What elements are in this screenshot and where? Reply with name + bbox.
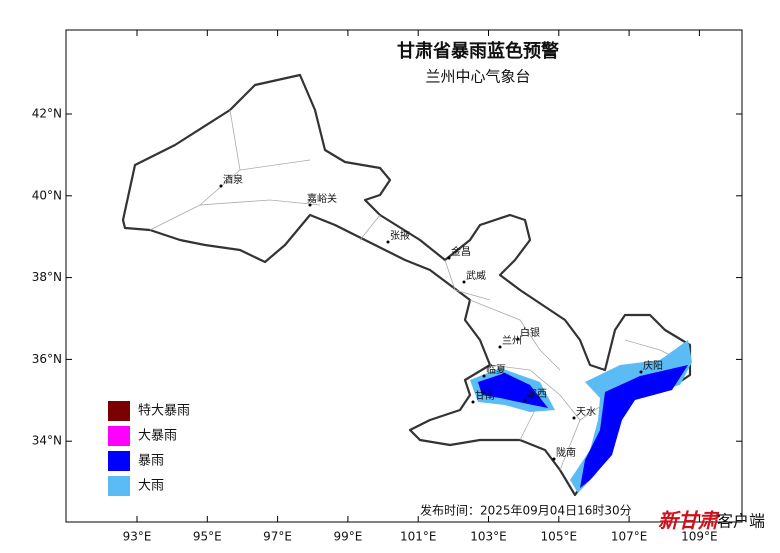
legend-label: 大暴雨 bbox=[138, 429, 177, 444]
city-label: 庆阳 bbox=[643, 359, 663, 372]
publish-time: 发布时间：2025年09月04日16时30分 bbox=[420, 503, 632, 518]
city-dot bbox=[516, 337, 520, 341]
city-label: 张掖 bbox=[390, 229, 410, 242]
city-label: 金昌 bbox=[451, 245, 471, 258]
legend-label: 暴雨 bbox=[138, 454, 164, 469]
lat-label: 34°N bbox=[32, 434, 62, 448]
county-borders bbox=[149, 109, 681, 471]
rain-areas bbox=[470, 340, 692, 493]
city-label: 白银 bbox=[520, 326, 540, 339]
lon-label: 97°E bbox=[263, 530, 292, 544]
lat-label: 42°N bbox=[32, 107, 62, 121]
city-dot bbox=[552, 457, 556, 461]
lon-label: 103°E bbox=[470, 530, 507, 544]
city-label: 天水 bbox=[576, 406, 596, 418]
lon-label: 107°E bbox=[611, 530, 648, 544]
city-dot bbox=[219, 184, 223, 188]
title: 甘肃省暴雨蓝色预警 bbox=[397, 40, 559, 62]
legend-label: 特大暴雨 bbox=[138, 404, 190, 419]
lat-label: 36°N bbox=[32, 352, 62, 366]
city-label: 定西 bbox=[527, 387, 547, 400]
city-dot bbox=[482, 374, 486, 378]
city-label: 陇南 bbox=[556, 446, 576, 459]
lat-label: 38°N bbox=[32, 270, 62, 284]
lon-label: 95°E bbox=[193, 530, 222, 544]
city-label: 甘南 bbox=[475, 389, 495, 402]
city-dot bbox=[308, 203, 312, 207]
legend-swatch bbox=[108, 451, 130, 471]
city-dot bbox=[523, 398, 527, 402]
city-label: 酒泉 bbox=[223, 173, 243, 186]
lon-label: 101°E bbox=[400, 530, 437, 544]
city-dot bbox=[447, 256, 451, 260]
city-label: 兰州 bbox=[502, 334, 522, 347]
city-label: 临夏 bbox=[486, 363, 506, 376]
lon-label: 99°E bbox=[333, 530, 362, 544]
legend-swatch bbox=[108, 426, 130, 446]
lat-label: 40°N bbox=[32, 188, 62, 202]
city-dot bbox=[471, 400, 475, 404]
city-label: 武威 bbox=[466, 269, 486, 282]
city-dot bbox=[572, 416, 576, 420]
city-dot bbox=[498, 345, 502, 349]
legend-swatch bbox=[108, 476, 130, 496]
map-frame bbox=[65, 29, 743, 523]
lon-label: 93°E bbox=[123, 530, 152, 544]
city-dot bbox=[462, 280, 466, 284]
lon-label: 109°E bbox=[681, 530, 718, 544]
subtitle: 兰州中心气象台 bbox=[425, 68, 530, 86]
city-dot bbox=[386, 240, 390, 244]
city-label: 嘉峪关 bbox=[307, 192, 337, 205]
brand-suffix: 客户端 bbox=[717, 512, 765, 531]
legend-swatch bbox=[108, 401, 130, 421]
city-dot bbox=[639, 370, 643, 374]
brand-logo: 新甘肃 bbox=[658, 509, 721, 533]
legend-label: 大雨 bbox=[138, 479, 164, 494]
lon-label: 105°E bbox=[541, 530, 578, 544]
